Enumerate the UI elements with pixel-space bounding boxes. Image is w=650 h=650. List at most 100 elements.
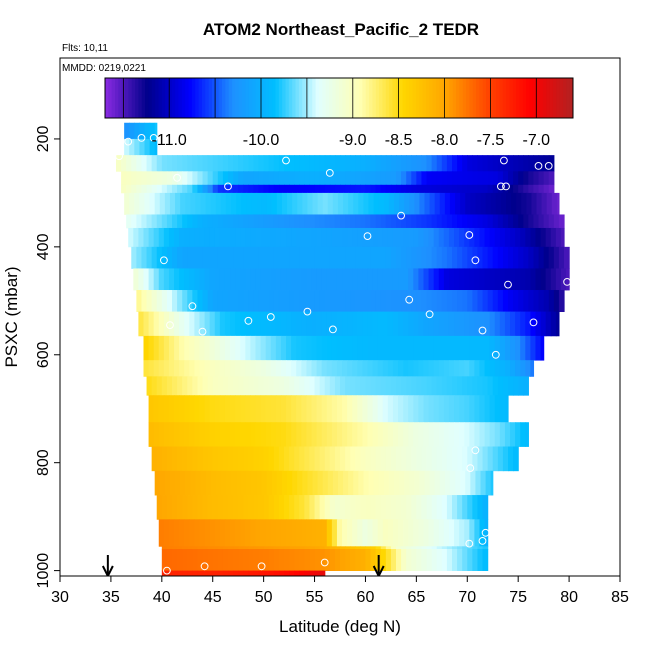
heatmap-cell [207,495,214,520]
heatmap-cell [258,495,265,520]
heatmap-cell [319,570,326,576]
heatmap-cell [477,214,484,229]
heatmap-cell [321,360,328,377]
heatmap-cell [309,155,316,172]
heatmap-cell [194,395,201,423]
observation-marker [266,313,275,321]
heatmap-cell [289,171,295,186]
heatmap-cell [477,171,484,186]
heatmap-cell [276,192,283,215]
observation-marker [397,211,406,220]
heatmap-cell [297,470,303,496]
heatmap-cell [224,422,231,447]
flight-arrow [372,555,385,576]
heatmap-cell [250,335,257,361]
heatmap-cell [413,519,419,547]
heatmap-cell [166,214,173,229]
heatmap-cell [248,171,255,186]
heatmap-cell [396,290,402,312]
heatmap-cell [421,246,428,269]
heatmap-cell [350,184,356,194]
heatmap-cell [331,422,338,447]
heatmap-cell [314,214,321,229]
heatmap-cell [436,290,443,312]
heatmap-cell [408,311,414,337]
heatmap-cell [441,171,448,186]
heatmap-cell [202,570,209,576]
heatmap-cell [367,311,374,337]
observation-marker [425,310,434,319]
heatmap-cell [485,192,492,215]
heatmap-cell [380,290,387,312]
heatmap-cell [148,395,155,423]
heatmap-cell [172,376,178,396]
heatmap-cell [243,155,249,172]
heatmap-cell [168,268,175,291]
heatmap-cell [174,519,180,547]
heatmap-cell [382,422,389,447]
heatmap-cell [209,268,216,291]
heatmap-cell [406,184,412,194]
heatmap-cell [306,227,313,248]
heatmap-cell [314,570,321,576]
heatmap-cell [428,311,435,337]
heatmap-cell [294,184,300,194]
heatmap-cell [286,395,292,423]
heatmap-cell [564,246,570,269]
heatmap-cell [520,227,526,248]
colorbar-swatch [482,78,487,118]
heatmap-cell [187,171,193,186]
colorbar-swatch [211,78,216,118]
heatmap-cell [403,227,409,248]
heatmap-cell [327,192,334,215]
heatmap-cell [329,246,336,269]
heatmap-cell [187,570,193,576]
heatmap-cell [372,360,379,377]
heatmap-cell [355,446,361,472]
colorbar-swatch [385,78,390,118]
heatmap-cell [309,184,316,194]
heatmap-cell [336,227,343,248]
heatmap-cell [550,311,557,337]
heatmap-cell [525,360,531,377]
heatmap-cell [416,376,423,396]
colorbar-swatch [292,78,297,118]
heatmap-cell [202,376,209,396]
heatmap-cell [411,184,417,194]
heatmap-cell [553,214,560,229]
heatmap-cell [454,227,460,248]
observation-marker [497,182,505,191]
heatmap-cell [212,155,219,172]
heatmap-cell [268,184,275,194]
heatmap-cell [392,422,399,447]
heatmap-cell [398,519,404,547]
heatmap-cell [433,268,440,291]
heatmap-cell [504,227,511,248]
heatmap-cell [258,155,265,172]
heatmap-cell [289,246,295,269]
heatmap-cell [273,495,280,520]
heatmap-cell [551,192,558,215]
heatmap-cell [177,184,183,194]
heatmap-cell [543,246,550,269]
heatmap-cell [326,227,333,248]
heatmap-cell [416,495,423,520]
heatmap-cell [431,155,438,172]
heatmap-cell [408,268,414,291]
heatmap-cell [480,470,487,496]
heatmap-cell [392,268,399,291]
heatmap-cell [462,290,468,312]
heatmap-cell [326,268,333,291]
heatmap-cell [444,192,451,215]
heatmap-cell [345,171,351,186]
heatmap-cell [192,549,199,571]
colorbar-swatch [272,78,276,118]
heatmap-cell [280,268,287,291]
heatmap-cell [329,446,336,472]
heatmap-cell [396,214,402,229]
heatmap-cell [535,227,542,248]
colorbar-swatch [392,78,397,118]
heatmap-cell [316,395,323,423]
heatmap-cell [414,192,421,215]
colorbar-swatch [526,78,531,118]
